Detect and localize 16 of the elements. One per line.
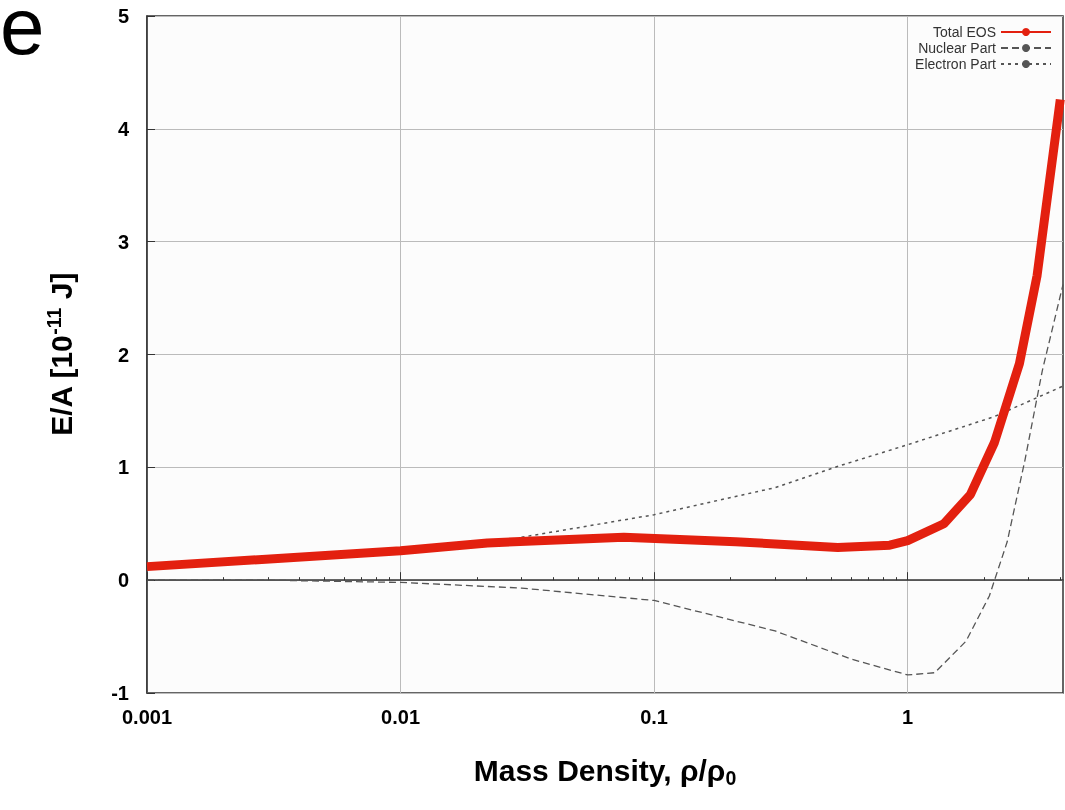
y-tick-label: 3 bbox=[117, 230, 129, 253]
legend-label: Total EOS bbox=[932, 24, 996, 40]
x-tick-label: 1 bbox=[902, 706, 914, 728]
y-tick-label: 4 bbox=[117, 117, 130, 140]
y-tick-label: 5 bbox=[117, 5, 129, 27]
y-tick-label: 1 bbox=[117, 456, 129, 479]
x-tick-label: 0.1 bbox=[640, 706, 668, 728]
y-tick-label: -1 bbox=[111, 682, 129, 704]
legend-label: Nuclear Part bbox=[918, 40, 997, 56]
x-tick-label: 0.01 bbox=[381, 706, 421, 728]
y-tick-label: 2 bbox=[117, 343, 129, 366]
y-tick-label: 0 bbox=[117, 569, 129, 592]
y-axis-title: E/A [10-11 J] bbox=[43, 272, 78, 436]
legend-label: Electron Part bbox=[915, 56, 997, 72]
text: e bbox=[0, 0, 45, 71]
x-tick-label: 0.001 bbox=[121, 706, 173, 728]
